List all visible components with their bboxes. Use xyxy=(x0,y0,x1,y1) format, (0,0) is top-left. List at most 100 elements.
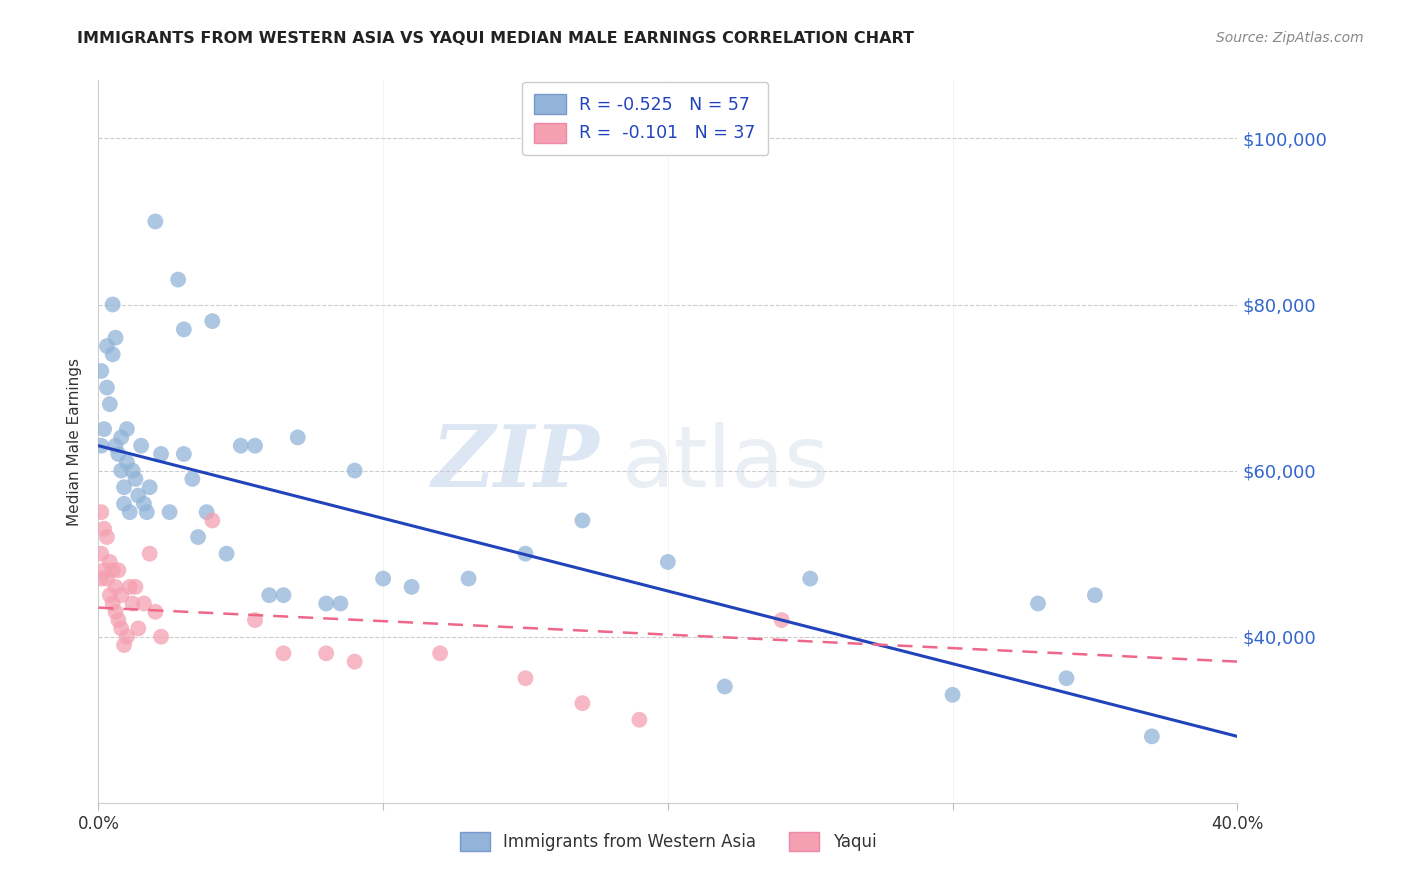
Point xyxy=(121,464,143,478)
Point xyxy=(127,489,149,503)
Point xyxy=(201,314,224,328)
Point xyxy=(159,505,181,519)
Point xyxy=(150,630,173,644)
Point xyxy=(343,655,366,669)
Point xyxy=(571,696,593,710)
Point xyxy=(112,638,135,652)
Point xyxy=(187,530,209,544)
Point xyxy=(628,713,651,727)
Point xyxy=(90,364,112,378)
Point xyxy=(93,563,115,577)
Point xyxy=(121,597,143,611)
Point xyxy=(1140,730,1163,744)
Point xyxy=(90,572,112,586)
Point xyxy=(90,547,112,561)
Point xyxy=(112,497,135,511)
Point xyxy=(98,555,121,569)
Point xyxy=(942,688,965,702)
Point xyxy=(90,439,112,453)
Point xyxy=(115,455,138,469)
Point xyxy=(138,480,160,494)
Point xyxy=(107,563,129,577)
Point xyxy=(118,580,141,594)
Point xyxy=(571,513,593,527)
Text: Source: ZipAtlas.com: Source: ZipAtlas.com xyxy=(1216,31,1364,45)
Point xyxy=(98,397,121,411)
Point xyxy=(150,447,173,461)
Y-axis label: Median Male Earnings: Median Male Earnings xyxy=(67,358,83,525)
Point xyxy=(799,572,821,586)
Point xyxy=(118,505,141,519)
Point xyxy=(112,480,135,494)
Point xyxy=(167,272,190,286)
Point xyxy=(515,671,537,685)
Point xyxy=(287,430,309,444)
Point xyxy=(259,588,281,602)
Point xyxy=(110,621,132,635)
Point xyxy=(101,297,124,311)
Point xyxy=(104,580,127,594)
Point xyxy=(329,597,352,611)
Point xyxy=(93,422,115,436)
Point xyxy=(657,555,679,569)
Point xyxy=(110,430,132,444)
Point xyxy=(101,597,124,611)
Point xyxy=(124,580,146,594)
Point xyxy=(243,613,266,627)
Point xyxy=(145,214,167,228)
Text: atlas: atlas xyxy=(623,422,831,505)
Point xyxy=(273,588,295,602)
Point xyxy=(127,621,149,635)
Point xyxy=(90,505,112,519)
Point xyxy=(201,513,224,527)
Point xyxy=(145,605,167,619)
Point xyxy=(1056,671,1078,685)
Point xyxy=(115,422,138,436)
Point xyxy=(96,530,118,544)
Point xyxy=(101,347,124,361)
Point xyxy=(243,439,266,453)
Point xyxy=(373,572,395,586)
Point xyxy=(315,597,337,611)
Point xyxy=(173,322,195,336)
Point xyxy=(132,497,155,511)
Point xyxy=(195,505,218,519)
Point xyxy=(273,646,295,660)
Legend: Immigrants from Western Asia, Yaqui: Immigrants from Western Asia, Yaqui xyxy=(451,823,884,860)
Point xyxy=(138,547,160,561)
Text: IMMIGRANTS FROM WESTERN ASIA VS YAQUI MEDIAN MALE EARNINGS CORRELATION CHART: IMMIGRANTS FROM WESTERN ASIA VS YAQUI ME… xyxy=(77,31,914,46)
Text: ZIP: ZIP xyxy=(432,421,599,505)
Point xyxy=(129,439,152,453)
Point xyxy=(429,646,451,660)
Point xyxy=(104,331,127,345)
Point xyxy=(457,572,479,586)
Point xyxy=(215,547,238,561)
Point xyxy=(96,572,118,586)
Point xyxy=(132,597,155,611)
Point xyxy=(181,472,204,486)
Point xyxy=(229,439,252,453)
Point xyxy=(104,439,127,453)
Point xyxy=(96,339,118,353)
Point xyxy=(110,588,132,602)
Point xyxy=(343,464,366,478)
Point xyxy=(107,447,129,461)
Point xyxy=(1084,588,1107,602)
Point xyxy=(124,472,146,486)
Point xyxy=(104,605,127,619)
Point xyxy=(107,613,129,627)
Point xyxy=(714,680,737,694)
Point xyxy=(1026,597,1049,611)
Point xyxy=(135,505,157,519)
Point xyxy=(515,547,537,561)
Point xyxy=(770,613,793,627)
Point xyxy=(315,646,337,660)
Point xyxy=(101,563,124,577)
Point xyxy=(401,580,423,594)
Point xyxy=(98,588,121,602)
Point xyxy=(96,380,118,394)
Point xyxy=(115,630,138,644)
Point xyxy=(110,464,132,478)
Point xyxy=(173,447,195,461)
Point xyxy=(93,522,115,536)
